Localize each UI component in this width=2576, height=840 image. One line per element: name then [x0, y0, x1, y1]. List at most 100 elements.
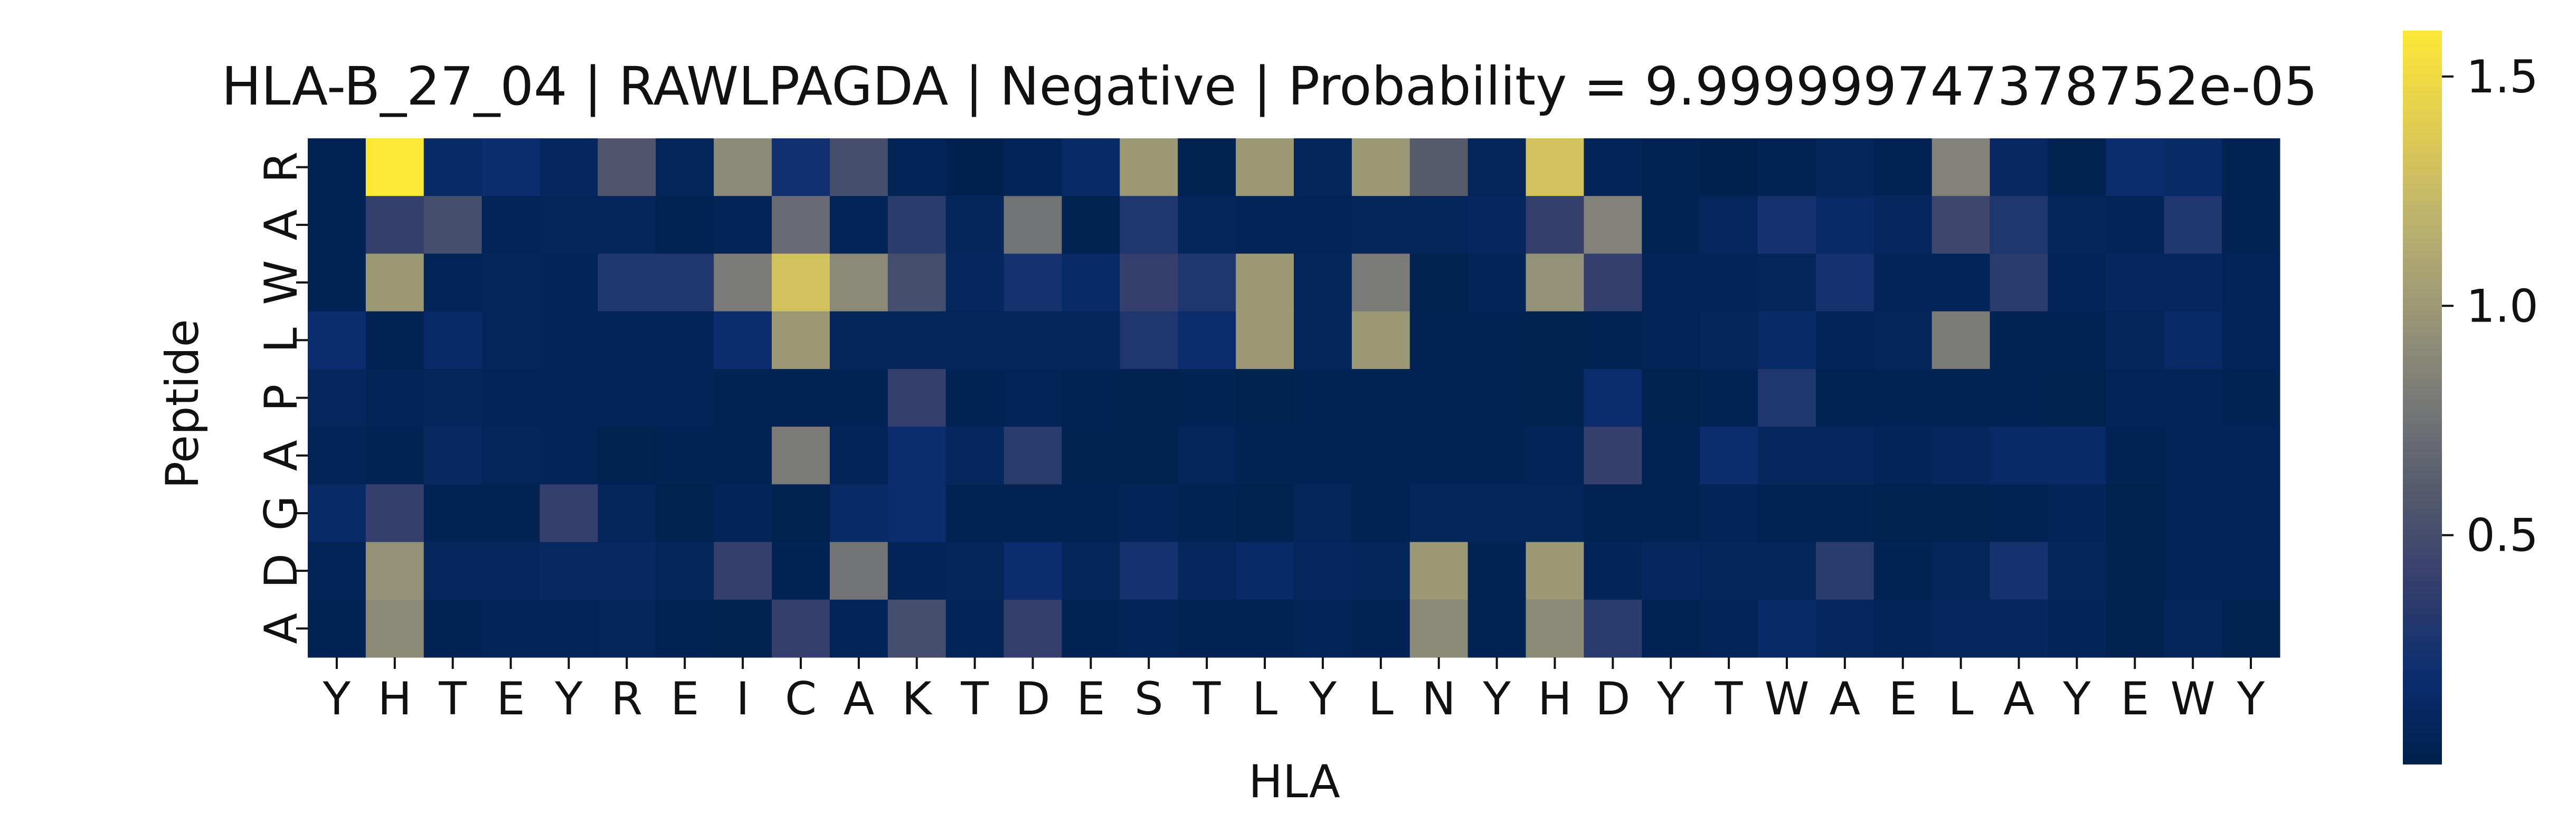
heatmap-cell [1062, 369, 1120, 427]
heatmap-cell [1467, 138, 1527, 196]
y-tick-label: A [255, 440, 308, 471]
heatmap-cell [772, 484, 830, 543]
x-tick-label: A [2003, 673, 2034, 725]
x-tick-label: T [960, 673, 989, 725]
x-tick-label: E [670, 673, 699, 725]
heatmap-cell [714, 311, 772, 370]
heatmap-cell [1062, 196, 1120, 254]
x-tick-label: Y [1482, 673, 1511, 725]
heatmap-cell [2222, 196, 2280, 254]
heatmap-cell [1873, 196, 1933, 254]
heatmap-cell [423, 253, 482, 312]
heatmap-cell [1003, 599, 1063, 658]
heatmap-cell [945, 369, 1005, 427]
heatmap-cell [656, 484, 714, 543]
heatmap-cell [656, 599, 714, 658]
y-axis-label: Peptide [156, 319, 209, 488]
heatmap-cell [1931, 542, 1991, 600]
heatmap-cell [365, 253, 424, 312]
heatmap-cell [2048, 599, 2106, 658]
heatmap-cell [539, 484, 599, 543]
heatmap-cell [308, 138, 366, 196]
heatmap-cell [1642, 138, 1700, 196]
heatmap-cell [2164, 138, 2222, 196]
heatmap-cell [2222, 427, 2280, 485]
heatmap-cell [2048, 369, 2106, 427]
heatmap-cell [656, 542, 714, 600]
heatmap-cell [1526, 311, 1585, 370]
heatmap-cell [2106, 599, 2164, 658]
heatmap-cell [481, 599, 541, 658]
heatmap-cell [1873, 484, 1933, 543]
heatmap-cell [1120, 484, 1178, 543]
heatmap-cell [2106, 196, 2164, 254]
heatmap-cell [2222, 484, 2280, 543]
x-axis-label: HLA [1248, 756, 1340, 808]
heatmap-cell [945, 484, 1005, 543]
heatmap-cell [1584, 311, 1642, 370]
heatmap-cell [945, 196, 1005, 254]
heatmap-cell [772, 599, 830, 658]
heatmap-cell [1467, 599, 1527, 658]
heatmap-cell [887, 138, 946, 196]
heatmap-cell [1526, 196, 1585, 254]
x-tick-label: L [1368, 673, 1394, 725]
heatmap-cell [1990, 484, 2049, 543]
heatmap-cell [1178, 599, 1236, 658]
heatmap-cell [656, 196, 714, 254]
heatmap-cell [423, 542, 482, 600]
heatmap-cell [1931, 427, 1991, 485]
heatmap-cell [1236, 253, 1294, 312]
heatmap-cell [1584, 138, 1642, 196]
heatmap-cell [1120, 196, 1178, 254]
heatmap-cell [481, 369, 541, 427]
heatmap-cell [481, 427, 541, 485]
heatmap-cell [1642, 599, 1700, 658]
heatmap-cell [1351, 253, 1410, 312]
heatmap-cell [1351, 484, 1410, 543]
heatmap-cell [1351, 311, 1410, 370]
heatmap-cell [1584, 253, 1642, 312]
heatmap-cell [308, 196, 366, 254]
heatmap-cell [1351, 138, 1410, 196]
heatmap-cell [1931, 311, 1991, 370]
heatmap-cell [365, 138, 424, 196]
heatmap-cell [598, 196, 656, 254]
heatmap-cell [1526, 138, 1585, 196]
x-tick-label: C [785, 673, 817, 725]
y-tick-label: A [255, 209, 308, 240]
heatmap-cell [1758, 138, 1816, 196]
heatmap-cell [2048, 484, 2106, 543]
heatmap-cell [1294, 542, 1352, 600]
heatmap-cell [656, 427, 714, 485]
heatmap-cell [829, 369, 888, 427]
heatmap-cell [1758, 542, 1816, 600]
heatmap-cell [1294, 196, 1352, 254]
heatmap-cell [1178, 196, 1236, 254]
heatmap-cell [829, 484, 888, 543]
heatmap-cell [2048, 138, 2106, 196]
heatmap-cell [1642, 484, 1700, 543]
x-tick-label: L [1252, 673, 1277, 725]
heatmap-cell [2164, 599, 2222, 658]
heatmap-cell [598, 542, 656, 600]
heatmap-cell [2222, 311, 2280, 370]
heatmap-cell [1003, 484, 1063, 543]
heatmap-cell [1409, 484, 1469, 543]
chart-title: HLA-B_27_04 | RAWLPAGDA | Negative | Pro… [222, 55, 2318, 117]
heatmap-cell [598, 599, 656, 658]
heatmap-cell [2222, 253, 2280, 312]
heatmap-cell [1178, 253, 1236, 312]
heatmap-cell [656, 138, 714, 196]
heatmap-cell [1584, 196, 1642, 254]
heatmap-cell [2106, 484, 2164, 543]
heatmap-cell [945, 542, 1005, 600]
heatmap-cell [1990, 369, 2049, 427]
heatmap-cell [945, 253, 1005, 312]
heatmap-cell [423, 369, 482, 427]
heatmap-cell [539, 253, 599, 312]
heatmap-cell [2222, 542, 2280, 600]
colorbar-tick-label: 1.0 [2466, 280, 2539, 333]
heatmap-cell [2164, 542, 2222, 600]
